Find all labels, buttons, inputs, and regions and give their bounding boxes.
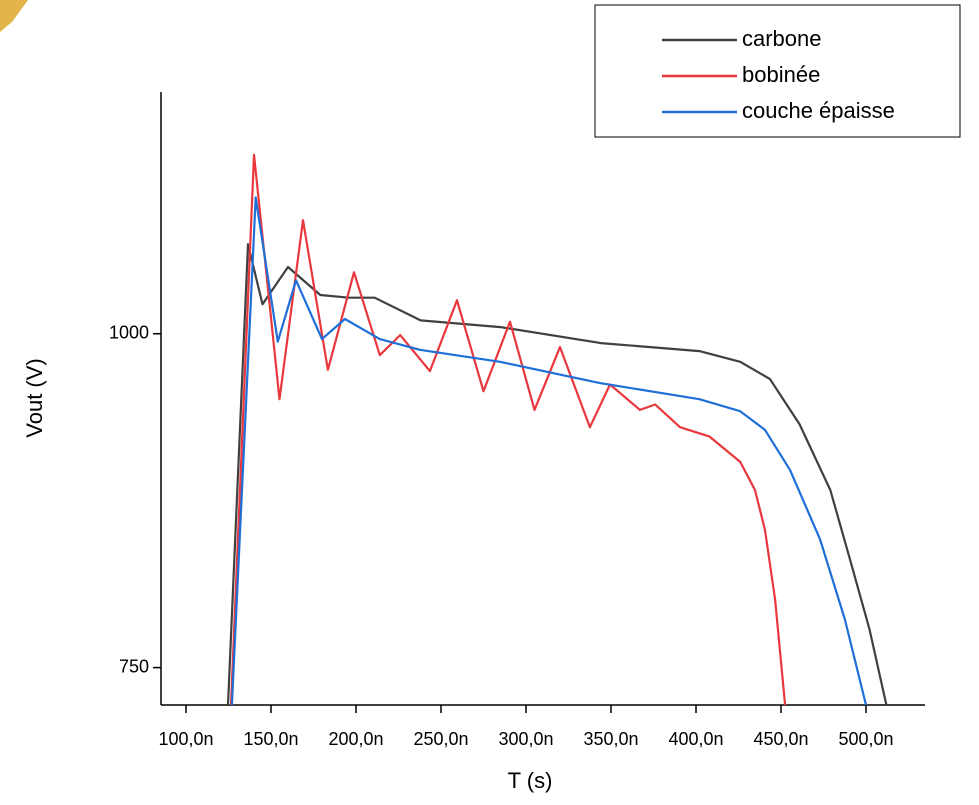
x-tick-label: 200,0n bbox=[328, 729, 383, 749]
y-axis-label: Vout (V) bbox=[22, 358, 47, 437]
legend-label: bobinée bbox=[742, 62, 820, 87]
x-tick-label: 300,0n bbox=[498, 729, 553, 749]
x-axis-label: T (s) bbox=[508, 768, 553, 793]
series-line bbox=[226, 243, 888, 706]
corner-decoration bbox=[0, 0, 28, 32]
x-tick-label: 350,0n bbox=[583, 729, 638, 749]
x-tick-label: 400,0n bbox=[668, 729, 723, 749]
series-line bbox=[230, 196, 868, 706]
legend-label: carbone bbox=[742, 26, 822, 51]
y-tick-label: 750 bbox=[119, 656, 149, 676]
x-tick-label: 150,0n bbox=[243, 729, 298, 749]
x-tick-label: 250,0n bbox=[413, 729, 468, 749]
y-tick-label: 1000 bbox=[109, 322, 149, 342]
x-tick-label: 100,0n bbox=[158, 729, 213, 749]
x-tick-label: 450,0n bbox=[753, 729, 808, 749]
legend-box bbox=[594, 4, 961, 138]
series-line bbox=[229, 153, 787, 706]
x-tick-label: 500,0n bbox=[838, 729, 893, 749]
legend-label: couche épaisse bbox=[742, 98, 895, 123]
